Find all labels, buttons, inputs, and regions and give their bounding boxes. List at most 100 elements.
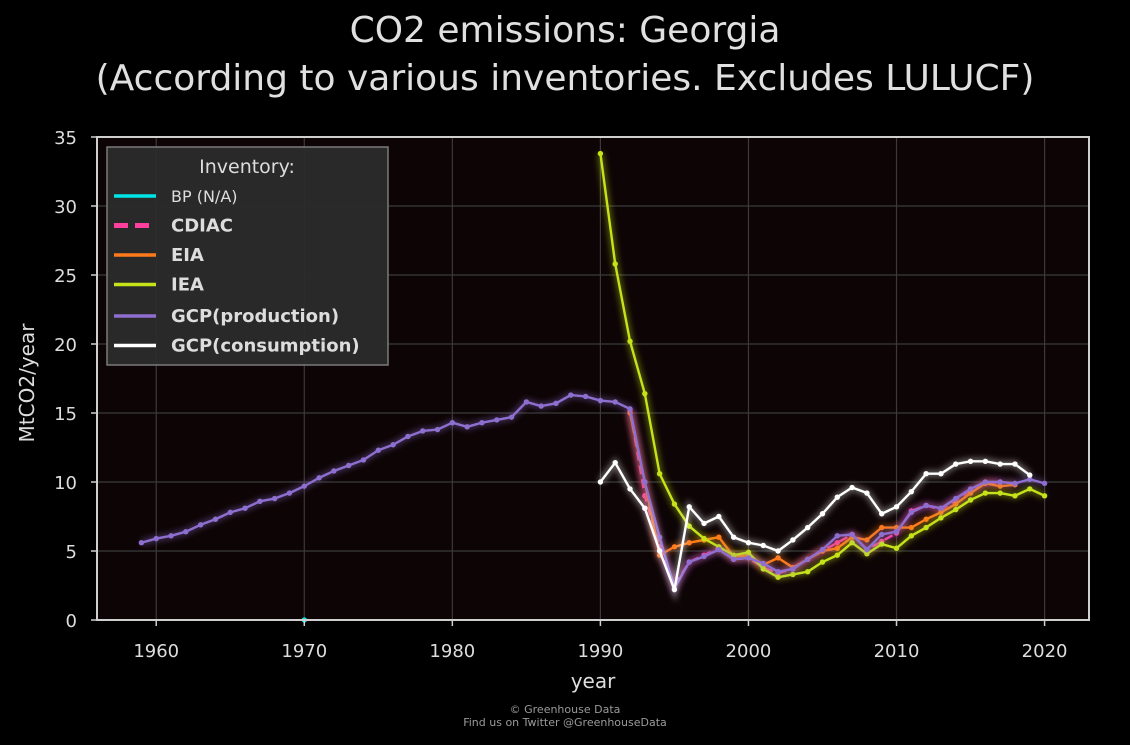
data-point [701,520,707,527]
data-point [686,540,692,546]
data-point [953,461,959,467]
legend: Inventory: BP (N/A) CDIAC EIA IEA GCP(produc… [106,146,389,366]
data-point [375,447,382,453]
data-point [671,544,678,550]
data-point [568,392,574,398]
data-point [893,528,900,535]
data-point [953,506,959,513]
data-point [479,419,485,426]
credit-line-2: Find us on Twitter @GreenhouseData [463,716,667,729]
data-point [212,516,219,522]
y-tick-label: 25 [54,266,77,287]
data-point [671,501,678,507]
data-point [612,261,618,267]
data-point [494,417,500,423]
data-point [745,549,752,556]
data-point [997,461,1003,467]
data-point [775,574,781,580]
data-point [790,566,796,572]
data-point [612,399,618,405]
legend-label-gcp-production: GCP(production) [171,306,339,327]
x-tick-label: 1990 [577,641,623,662]
data-point [642,390,648,397]
data-point [271,495,278,502]
data-point [879,511,885,517]
x-tick-label: 2020 [1022,641,1068,662]
data-point [597,397,604,404]
legend-label-cdiac: CDIAC [171,216,233,237]
data-point [967,497,974,503]
data-point [938,505,944,511]
data-point [997,490,1003,496]
data-point [893,504,900,510]
data-point [449,419,456,426]
data-point [301,483,307,489]
data-point [923,516,929,522]
data-point [464,424,470,430]
data-point [1012,461,1018,467]
x-tick-label: 1960 [133,641,179,662]
data-point [642,505,648,511]
data-point [819,546,826,553]
x-tick-label: 2000 [726,641,772,662]
data-point [286,490,293,496]
y-tick-label: 0 [66,611,77,632]
data-point [775,555,781,561]
y-tick-label: 10 [54,473,77,494]
data-point [597,150,604,157]
legend-label-eia: EIA [171,245,204,266]
data-point [923,471,929,477]
x-tick-label: 1980 [429,641,475,662]
data-point [642,479,648,485]
data-point [1012,493,1018,499]
x-axis-label: year [571,669,616,693]
data-point [938,515,944,521]
data-point [612,459,618,466]
data-point [656,471,663,477]
data-point [686,559,692,565]
data-point [908,488,915,495]
data-point [879,541,885,547]
y-tick-label: 5 [66,542,77,563]
data-point [923,502,929,509]
y-tick-label: 20 [54,335,77,356]
data-point [834,494,840,500]
data-point [227,509,233,516]
data-point [923,524,929,531]
data-point [730,534,737,540]
data-point [716,534,722,540]
data-point [745,540,752,546]
data-point [804,569,811,575]
data-point [1027,472,1033,478]
data-point [701,535,707,542]
data-point [627,486,633,492]
x-tick-label: 2010 [874,641,920,662]
y-axis-label: MtCO2/year [15,323,39,443]
data-point [671,586,678,593]
data-point [849,484,855,491]
data-point [760,542,766,549]
data-point [523,399,530,405]
axis-ticks: 1960 1970 1980 1990 2000 2010 2020 0 5 10 15 20 25 30… [54,128,1067,662]
chart-subtitle: (According to various inventories. Exclu… [95,58,1035,99]
data-point [879,524,885,531]
series-iea [596,150,1048,581]
data-point [197,522,204,528]
data-point [775,548,781,554]
x-tick-label: 1970 [281,641,327,662]
y-tick-label: 15 [54,404,77,425]
data-point [360,457,367,463]
data-point [716,546,722,553]
data-point [938,471,944,477]
data-point [153,535,159,542]
data-point [893,545,900,551]
data-point [864,546,870,553]
data-point [553,400,559,407]
data-point [760,560,766,567]
data-point [331,468,337,474]
data-point [656,548,663,554]
data-point [879,531,885,538]
data-point [864,537,870,543]
data-point [168,533,174,539]
data-point [834,552,840,558]
